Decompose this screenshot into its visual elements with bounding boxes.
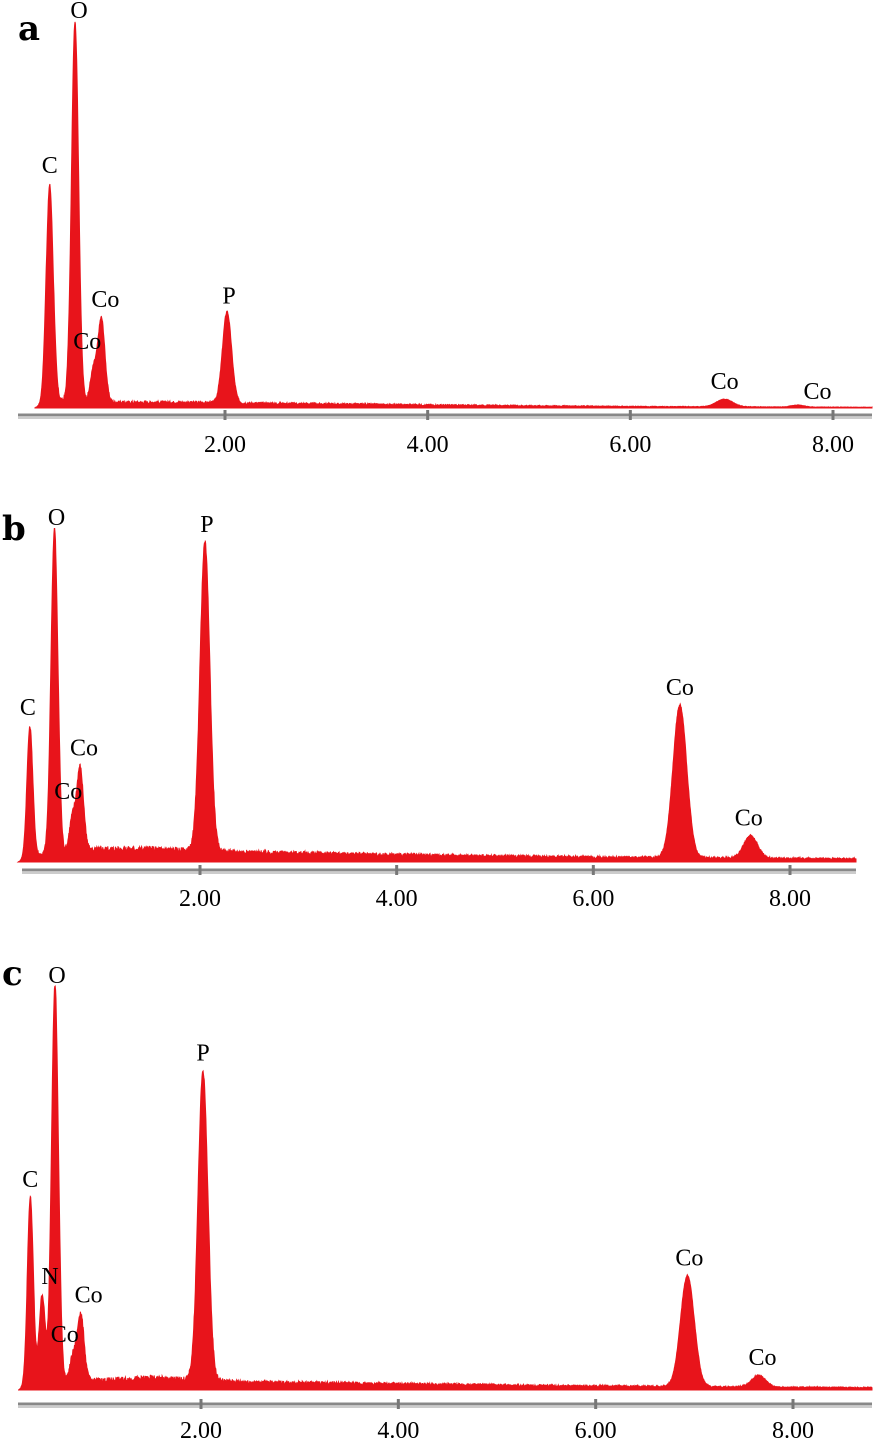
peak-label: C [20,695,36,721]
x-tick-label: 4.00 [377,1418,419,1444]
x-tick-label: 6.00 [572,886,614,912]
x-tick-label: 6.00 [609,432,651,458]
panel-label: a [18,9,40,49]
peak-label: P [222,284,235,310]
peak-label: O [48,963,65,989]
peak-labels-a: C O Co Co P Co Co [42,0,832,405]
peak-label: Co [748,1345,776,1371]
peak-label: Co [51,1322,79,1348]
peak-label: P [196,1041,209,1067]
x-tick-label: 2.00 [180,1418,222,1444]
x-ticks-c: 2.00 4.00 6.00 8.00 [180,1399,814,1444]
panel-c: c 2.00 4.00 6.00 8.00 C N O Co Co P Co Co [2,954,873,1444]
x-ticks-a: 2.00 4.00 6.00 8.00 [204,410,854,458]
peak-label: Co [675,1245,703,1271]
x-tick-label: 8.00 [812,432,854,458]
x-tick-label: 2.00 [204,432,246,458]
peak-label: Co [803,379,831,405]
panel-a: a 2.00 4.00 6.00 8.00 C O Co Co P Co Co [18,0,873,458]
x-tick-label: 4.00 [407,432,449,458]
x-tick-label: 2.00 [179,886,221,912]
peak-label: C [22,1167,38,1193]
x-tick-label: 4.00 [376,886,418,912]
peak-labels-b: C O Co Co P Co Co [20,505,763,831]
panel-label: c [2,954,23,994]
peak-label: O [70,0,87,24]
peak-label: P [200,512,213,538]
peak-label: Co [75,1283,103,1309]
peak-label: C [42,153,58,179]
x-tick-label: 8.00 [772,1418,814,1444]
x-ticks-b: 2.00 4.00 6.00 8.00 [179,865,811,912]
spectrum-a [34,21,873,409]
spectrum-b [16,528,857,863]
peak-label: Co [711,369,739,395]
x-tick-label: 6.00 [575,1418,617,1444]
peak-label: Co [666,675,694,701]
peak-label: O [48,505,65,531]
peak-labels-c: C N O Co Co P Co Co [22,963,776,1371]
peak-label: Co [70,736,98,762]
panel-b: b 2.00 4.00 6.00 8.00 C O Co Co P Co Co [2,505,857,912]
peak-label: N [41,1264,58,1290]
peak-label: Co [735,805,763,831]
panel-label: b [2,509,26,549]
x-tick-label: 8.00 [769,886,811,912]
peak-label: Co [91,287,119,313]
peak-label: Co [73,329,101,355]
spectrum-c [18,985,873,1391]
peak-label: Co [54,779,82,805]
